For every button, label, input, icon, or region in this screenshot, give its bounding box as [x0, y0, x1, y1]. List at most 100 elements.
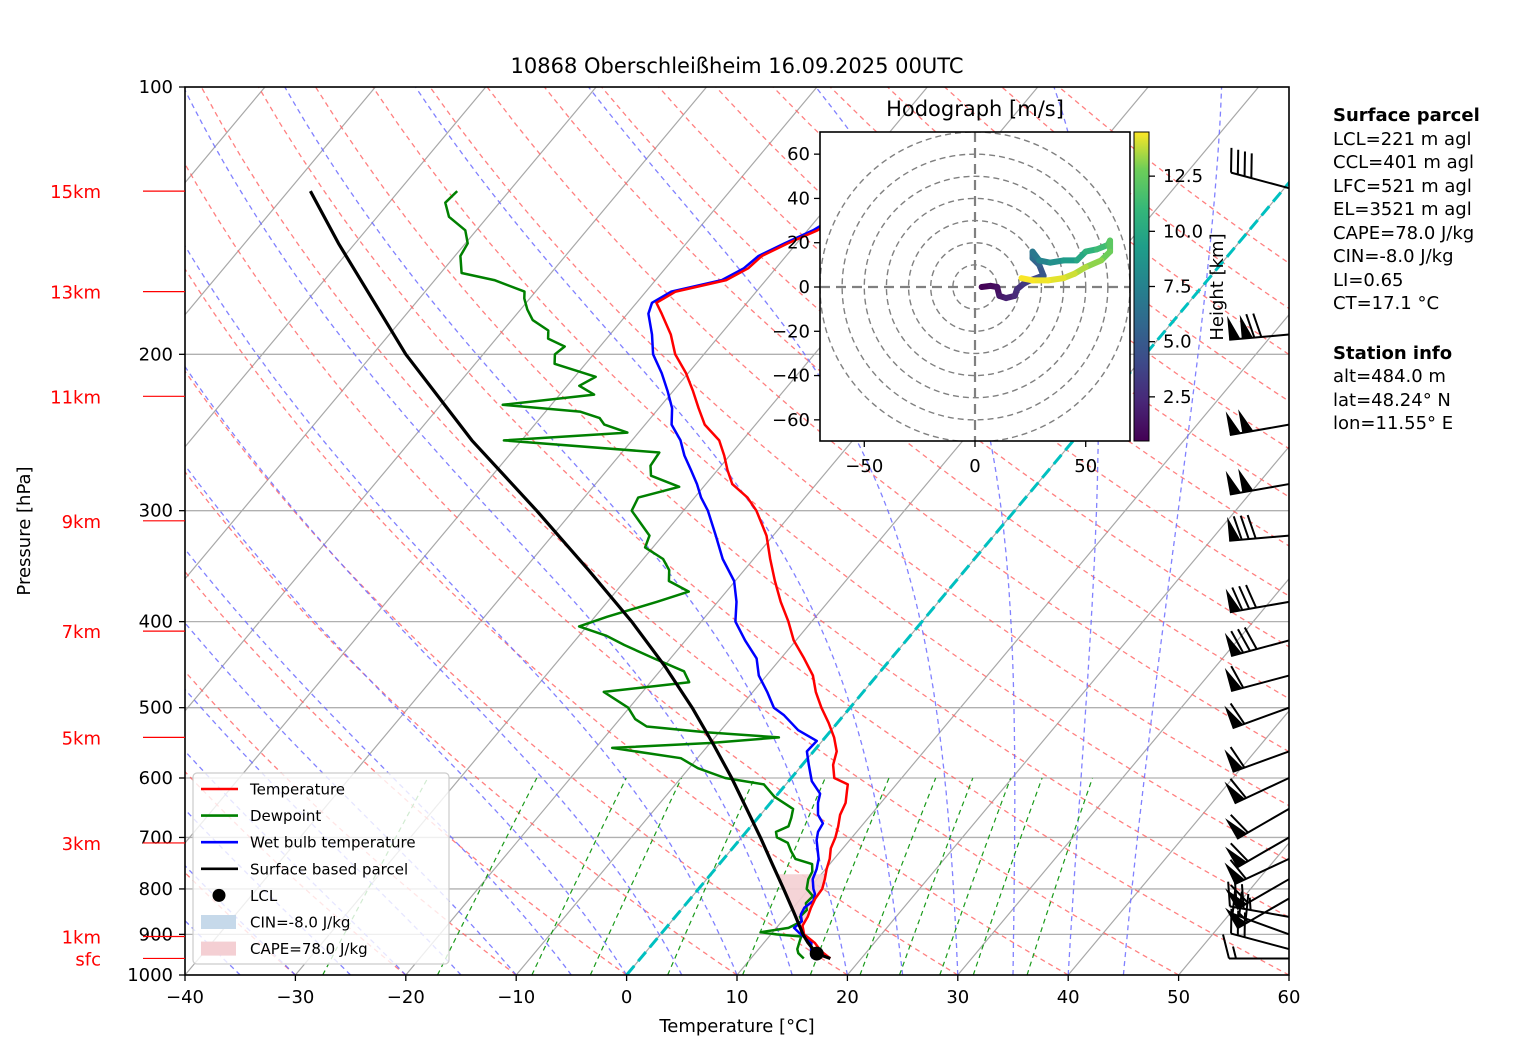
parcel-line: EL=3521 m agl	[1333, 199, 1472, 220]
barb-shaft	[1230, 171, 1290, 190]
barb-flag	[1238, 468, 1254, 493]
barb-full	[1244, 893, 1250, 919]
hodograph-y-tick-label: −20	[772, 321, 810, 342]
hodograph-segment	[1018, 275, 1036, 284]
wind-barb	[1224, 777, 1290, 805]
barb-flag	[1225, 846, 1247, 868]
wind-barb	[1225, 897, 1290, 930]
wind-barb	[1225, 409, 1290, 437]
colorbar-tick-label: 10.0	[1163, 221, 1203, 242]
moist-adiabat	[185, 365, 683, 975]
height-label: 1km	[62, 928, 101, 949]
barb-shaft	[1236, 878, 1290, 911]
height-label: 11km	[50, 387, 101, 408]
colorbar-label: Height [km]	[1207, 233, 1228, 340]
barb-full	[1231, 587, 1244, 611]
lcl-marker	[809, 946, 824, 961]
legend: Temperature Dewpoint Wet bulb temperature S…	[192, 772, 450, 965]
temperature-line	[655, 189, 898, 960]
hodograph-y-tick-label: 40	[787, 188, 810, 209]
parcel-line: CAPE=78.0 J/kg	[1333, 222, 1475, 244]
moist-adiabat	[185, 621, 517, 975]
colorbar-tick-label: 2.5	[1163, 387, 1192, 408]
colorbar-tick-label: 7.5	[1163, 277, 1192, 298]
isotherm	[957, 577, 1289, 975]
moist-adiabat	[414, 87, 904, 975]
wind-barb	[1224, 665, 1290, 693]
barb-half	[1232, 946, 1237, 959]
hodograph-y-tick-label: 20	[787, 233, 810, 254]
legend-label: Surface based parcel	[250, 860, 408, 878]
y-axis: 100 200 300 400 500 600 700 800 900 1000	[127, 77, 185, 986]
mixing-ratio-line	[939, 777, 1012, 975]
dry-adiabat	[185, 570, 627, 975]
colorbar	[1133, 131, 1150, 442]
y-tick-label: 500	[139, 698, 173, 719]
barb-flag	[1227, 315, 1241, 340]
dry-adiabat	[257, 87, 1289, 975]
barb-flag	[1227, 516, 1241, 541]
mixing-ratio-line	[667, 777, 756, 975]
freezing-line	[625, 180, 1289, 975]
y-axis-label: Pressure [hPa]	[14, 466, 35, 595]
height-label: 13km	[50, 283, 101, 304]
wind-barb	[1225, 584, 1290, 614]
profile-series	[308, 189, 898, 961]
mixing-ratio-line	[898, 777, 974, 975]
barb-shaft	[1236, 808, 1290, 840]
colorbar-tick-label: 12.5	[1163, 166, 1203, 187]
legend-swatch	[201, 941, 236, 956]
parcel-line: LCL=221 m agl	[1333, 128, 1472, 150]
hodograph-y-tick-label: 60	[787, 144, 810, 165]
legend-box	[192, 772, 450, 965]
hodograph-trace	[978, 237, 1114, 302]
x-tick-label: 30	[946, 987, 969, 1008]
dry-adiabat	[185, 470, 738, 975]
y-tick-label: 100	[139, 77, 173, 98]
wind-barb	[1227, 514, 1290, 542]
parcel-line: LFC=521 m agl	[1333, 175, 1472, 197]
dry-adiabat	[772, 87, 1289, 498]
legend-label: CIN=-8.0 J/kg	[250, 914, 350, 932]
dry-adiabat	[429, 87, 1289, 807]
barb-shaft	[1230, 674, 1290, 693]
barb-full	[1239, 515, 1250, 540]
barb-flag	[1225, 588, 1241, 613]
barb-shaft	[1234, 857, 1290, 886]
mixing-ratio-line	[742, 777, 826, 975]
mixing-ratio-line	[859, 777, 937, 975]
barb-full	[1252, 313, 1263, 338]
hodograph-y-tick-label: −60	[772, 410, 810, 431]
x-axis: −40 −30 −20 −10 0 10 20 30 40 50 60	[166, 975, 1300, 1008]
isotherm	[185, 87, 708, 712]
barb-flag	[1224, 862, 1245, 885]
y-tick-label: 600	[139, 768, 173, 789]
x-tick-label: 10	[726, 987, 749, 1008]
barb-flag	[1225, 818, 1247, 839]
y-tick-label: 300	[139, 501, 173, 522]
barb-shaft	[1230, 932, 1290, 951]
barb-shaft	[1229, 600, 1290, 614]
barb-half	[1248, 897, 1252, 911]
dry-adiabat	[372, 87, 1289, 862]
barb-shaft	[1234, 777, 1290, 805]
y-tick-label: 1000	[127, 965, 173, 986]
mixing-ratio-line	[436, 777, 538, 975]
barb-flag	[1225, 411, 1241, 436]
parcel-line: CCL=401 m agl	[1333, 152, 1475, 173]
x-tick-label: 40	[1057, 987, 1080, 1008]
station-line: lat=48.24° N	[1333, 389, 1451, 411]
barb-full	[1229, 746, 1246, 769]
barb-full	[1222, 934, 1230, 959]
barb-flag	[1238, 409, 1254, 433]
hodograph-x-tick-label: 50	[1074, 456, 1097, 477]
wetbulb-line	[647, 189, 893, 959]
height-label: 9km	[62, 512, 101, 533]
parcel-line: CT=17.1 °C	[1333, 293, 1440, 314]
isotherm	[185, 87, 487, 448]
barb-full	[1230, 842, 1249, 862]
barb-flag	[1224, 632, 1242, 656]
barb-full	[1230, 814, 1249, 834]
